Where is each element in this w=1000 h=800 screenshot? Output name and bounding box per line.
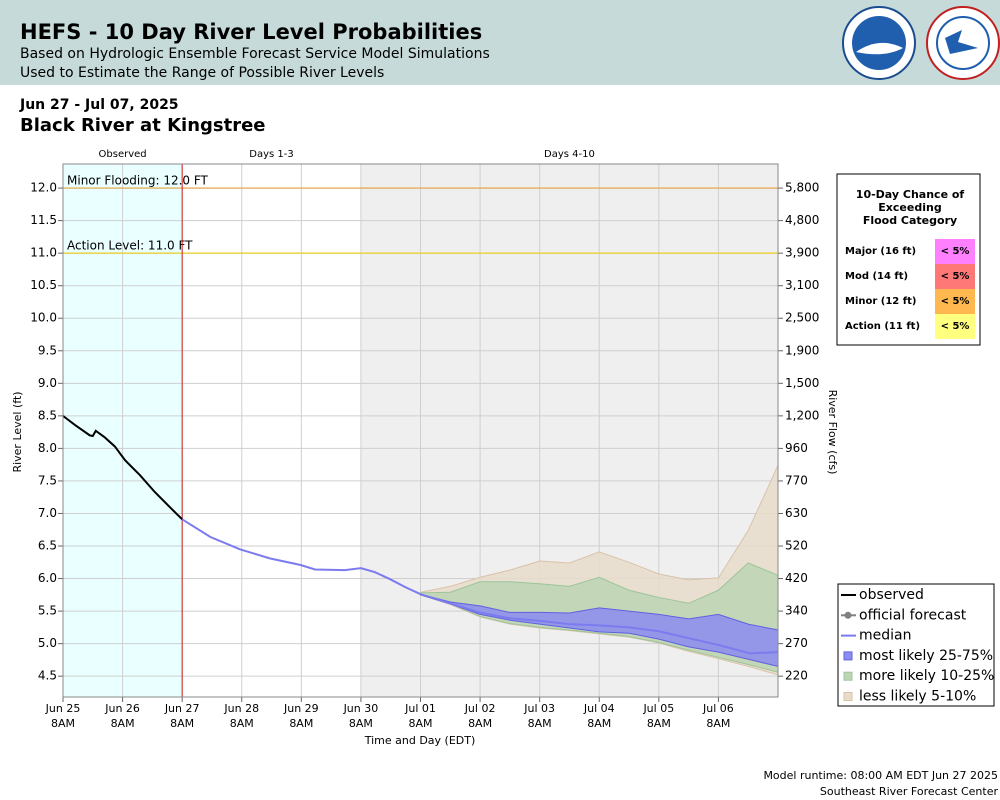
chart-title: Black River at Kingstree [20, 115, 266, 136]
y-tick-label: 12.0 [30, 181, 57, 195]
chance-value: < 5% [941, 321, 970, 332]
noaa-logo [842, 6, 916, 80]
chance-cell [935, 289, 975, 314]
chance-category: Major (16 ft) [845, 246, 916, 257]
legend-box [837, 583, 995, 707]
chance-value: < 5% [941, 271, 970, 282]
y2-tick-label: 340 [785, 604, 808, 618]
y2-axis-label: River Flow (cfs) [826, 390, 839, 475]
region-label: Observed [99, 149, 147, 160]
header-title: HEFS - 10 Day River Level Probabilities [20, 20, 482, 44]
legend-label: median [859, 628, 911, 644]
y2-tick-label: 2,500 [785, 311, 819, 325]
x-tick-label: Jul 04 8AM [583, 702, 615, 730]
chance-cell [935, 314, 975, 339]
legend-swatch [843, 671, 853, 681]
legend-label: more likely 10-25% [859, 668, 994, 684]
x-tick-label: Jul 05 8AM [642, 702, 674, 730]
nws-logo [926, 6, 1000, 80]
x-tick-label: Jun 30 8AM [343, 702, 379, 730]
series-line [181, 518, 779, 655]
y-tick-label: 7.5 [38, 473, 57, 487]
x-tick-label: Jul 03 8AM [523, 702, 555, 730]
chance-value: < 5% [941, 296, 970, 307]
y2-tick-label: 960 [785, 441, 808, 455]
chance-title: Exceeding [878, 201, 941, 214]
legend-label: less likely 5-10% [859, 689, 976, 705]
y2-tick-label: 270 [785, 636, 808, 650]
y-tick-label: 6.5 [38, 539, 57, 553]
date-range: Jun 27 - Jul 07, 2025 [19, 97, 179, 113]
y-tick-label: 10.5 [30, 278, 57, 292]
x-tick-label: Jun 26 8AM [104, 702, 140, 730]
y-tick-label: 5.5 [38, 604, 57, 618]
region-label: Days 4-10 [544, 149, 595, 160]
y2-tick-label: 1,200 [785, 408, 819, 422]
x-tick-label: Jul 01 8AM [404, 702, 436, 730]
y2-tick-label: 630 [785, 506, 808, 520]
threshold-label: Action Level: 11.0 FT [67, 239, 193, 253]
y-tick-label: 8.0 [38, 441, 57, 455]
plot-frame [62, 163, 779, 698]
chance-title: Flood Category [863, 214, 957, 227]
y2-tick-label: 4,800 [785, 213, 819, 227]
chance-category: Minor (12 ft) [845, 296, 916, 307]
footer-line: Southeast River Forecast Center [820, 785, 999, 798]
y-tick-label: 4.5 [38, 669, 57, 683]
chance-category: Mod (14 ft) [845, 271, 908, 282]
region-label: Days 1-3 [249, 149, 293, 160]
y-tick-label: 11.0 [30, 246, 57, 260]
y2-tick-label: 420 [785, 571, 808, 585]
x-tick-label: Jul 06 8AM [702, 702, 734, 730]
x-tick-label: Jun 25 8AM [45, 702, 81, 730]
y2-tick-label: 1,900 [785, 343, 819, 357]
y2-tick-label: 520 [785, 539, 808, 553]
threshold-label: Minor Flooding: 12.0 FT [67, 174, 209, 188]
y2-tick-label: 220 [785, 669, 808, 683]
legend-swatch [844, 611, 852, 619]
y-axis-label: River Level (ft) [11, 391, 24, 472]
y-tick-label: 11.5 [30, 213, 57, 227]
x-tick-label: Jun 29 8AM [283, 702, 319, 730]
y2-tick-label: 5,800 [785, 181, 819, 195]
header-band [0, 0, 1000, 85]
y-tick-label: 9.5 [38, 343, 57, 357]
legend-label: observed [859, 587, 924, 603]
footer-line: Model runtime: 08:00 AM EDT Jun 27 2025 [763, 769, 998, 782]
legend-swatch [843, 692, 853, 701]
y-tick-label: 6.0 [38, 571, 57, 585]
header-subtitle: Used to Estimate the Range of Possible R… [20, 65, 384, 81]
legend-label: most likely 25-75% [859, 648, 993, 664]
y-tick-label: 9.0 [38, 376, 57, 390]
chance-title: 10-Day Chance of [856, 188, 965, 201]
y-tick-label: 10.0 [30, 311, 57, 325]
y2-tick-label: 1,500 [785, 376, 819, 390]
x-axis-label: Time and Day (EDT) [364, 734, 476, 747]
x-tick-label: Jun 27 8AM [164, 702, 200, 730]
chance-cell [935, 239, 975, 264]
header-subtitle: Based on Hydrologic Ensemble Forecast Se… [20, 46, 490, 62]
series-line [62, 415, 183, 521]
x-tick-label: Jun 28 8AM [223, 702, 259, 730]
chance-category: Action (11 ft) [845, 321, 920, 332]
region-shade [182, 164, 361, 697]
y-tick-label: 8.5 [38, 408, 57, 422]
y2-tick-label: 3,900 [785, 246, 819, 260]
chance-value: < 5% [941, 246, 970, 257]
legend-label: official forecast [859, 607, 967, 623]
chance-cell [935, 264, 975, 289]
y-tick-label: 5.0 [38, 636, 57, 650]
y2-tick-label: 3,100 [785, 278, 819, 292]
legend-swatch [843, 651, 853, 661]
x-tick-label: Jul 02 8AM [464, 702, 496, 730]
y2-tick-label: 770 [785, 473, 808, 487]
y-tick-label: 7.0 [38, 506, 57, 520]
